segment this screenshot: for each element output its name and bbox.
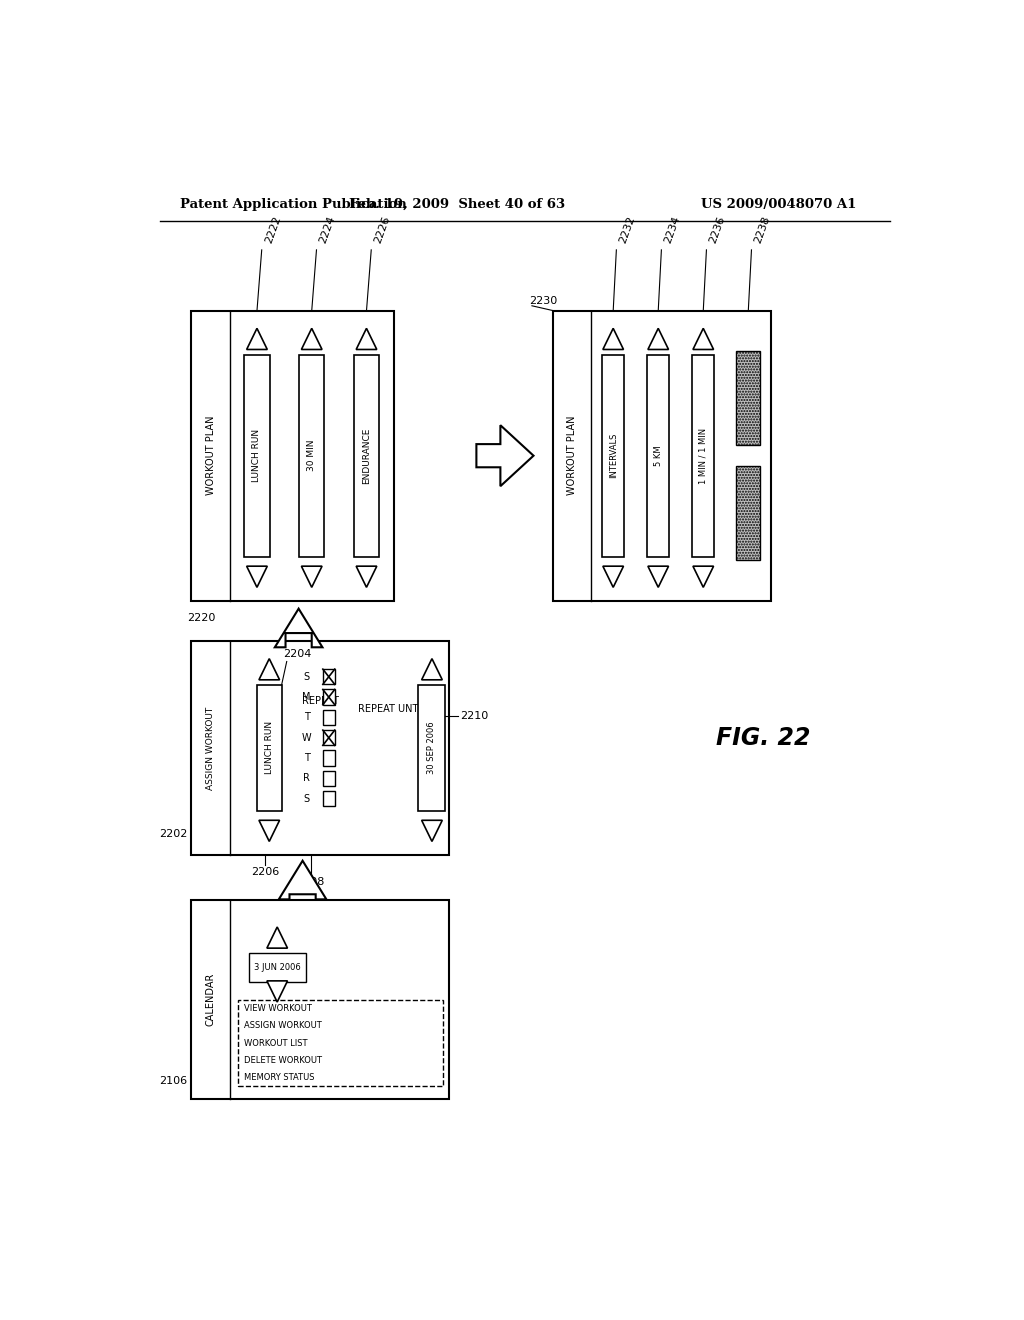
Polygon shape: [693, 329, 714, 350]
Text: ASSIGN WORKOUT: ASSIGN WORKOUT: [206, 706, 215, 789]
Text: 2208: 2208: [296, 876, 325, 887]
Text: WORKOUT PLAN: WORKOUT PLAN: [206, 416, 215, 495]
Text: WORKOUT LIST: WORKOUT LIST: [244, 1039, 307, 1048]
Text: 30 SEP 2006: 30 SEP 2006: [427, 722, 436, 775]
Bar: [419, 685, 445, 810]
Text: 2226: 2226: [373, 215, 392, 244]
Bar: [553, 312, 771, 601]
Bar: [602, 355, 625, 557]
Bar: [245, 355, 269, 557]
Text: Patent Application Publication: Patent Application Publication: [179, 198, 407, 211]
Text: S: S: [303, 793, 309, 804]
Polygon shape: [648, 329, 669, 350]
Bar: [736, 466, 760, 560]
Text: M: M: [302, 692, 311, 702]
Text: S: S: [303, 672, 309, 681]
Polygon shape: [301, 566, 322, 587]
Polygon shape: [247, 329, 267, 350]
Bar: [323, 771, 335, 785]
Polygon shape: [422, 820, 442, 841]
Text: 30 MIN: 30 MIN: [307, 440, 316, 471]
Bar: [323, 689, 335, 705]
Polygon shape: [301, 329, 322, 350]
Text: 2220: 2220: [187, 612, 216, 623]
Text: W: W: [302, 733, 311, 743]
Polygon shape: [259, 659, 280, 680]
Text: DELETE WORKOUT: DELETE WORKOUT: [244, 1056, 322, 1065]
Polygon shape: [356, 566, 377, 587]
Text: 2236: 2236: [708, 215, 727, 244]
Bar: [249, 953, 306, 982]
Text: ASSIGN WORKOUT: ASSIGN WORKOUT: [244, 1022, 322, 1031]
Polygon shape: [279, 861, 327, 899]
Text: CALENDAR: CALENDAR: [206, 973, 215, 1026]
Text: WORKOUT PLAN: WORKOUT PLAN: [566, 416, 577, 495]
Polygon shape: [648, 566, 669, 587]
Text: 1 MIN / 1 MIN: 1 MIN / 1 MIN: [698, 428, 708, 483]
Text: REPEAT UNTIL: REPEAT UNTIL: [358, 705, 427, 714]
Text: 5 KM: 5 KM: [653, 445, 663, 466]
Text: 3 JUN 2006: 3 JUN 2006: [254, 964, 301, 972]
Text: FIG. 22: FIG. 22: [716, 726, 810, 750]
Bar: [257, 685, 282, 810]
Bar: [299, 355, 325, 557]
Bar: [692, 355, 715, 557]
Polygon shape: [476, 425, 534, 486]
Bar: [736, 351, 760, 445]
Text: ENDURANCE: ENDURANCE: [361, 428, 371, 484]
Polygon shape: [274, 609, 323, 647]
Polygon shape: [267, 927, 288, 948]
Text: 2224: 2224: [318, 215, 337, 244]
Polygon shape: [267, 981, 288, 1002]
Polygon shape: [356, 329, 377, 350]
Text: 2202: 2202: [159, 829, 187, 840]
Polygon shape: [422, 659, 442, 680]
Text: 2204: 2204: [283, 649, 311, 660]
Bar: [191, 312, 394, 601]
Text: 2206: 2206: [251, 867, 280, 876]
Text: 2106: 2106: [160, 1076, 187, 1086]
Polygon shape: [259, 820, 280, 841]
Polygon shape: [603, 566, 624, 587]
Bar: [323, 791, 335, 807]
Text: VIEW WORKOUT: VIEW WORKOUT: [244, 1005, 311, 1014]
Text: R: R: [303, 774, 310, 783]
Bar: [647, 355, 670, 557]
Bar: [191, 900, 450, 1098]
Bar: [191, 642, 450, 854]
Text: T: T: [304, 713, 309, 722]
Text: Feb. 19, 2009  Sheet 40 of 63: Feb. 19, 2009 Sheet 40 of 63: [349, 198, 565, 211]
Text: LUNCH RUN: LUNCH RUN: [253, 429, 261, 482]
Text: 2222: 2222: [263, 215, 283, 244]
Text: T: T: [304, 754, 309, 763]
Bar: [323, 730, 335, 746]
Polygon shape: [603, 329, 624, 350]
Text: INTERVALS: INTERVALS: [608, 433, 617, 478]
Bar: [323, 751, 335, 766]
Polygon shape: [247, 566, 267, 587]
Text: US 2009/0048070 A1: US 2009/0048070 A1: [701, 198, 856, 211]
Text: MEMORY STATUS: MEMORY STATUS: [244, 1073, 314, 1082]
Text: LUNCH RUN: LUNCH RUN: [265, 721, 273, 775]
Text: 2234: 2234: [663, 215, 682, 244]
Text: 2210: 2210: [460, 711, 488, 721]
Text: REPEAT: REPEAT: [302, 696, 339, 706]
Bar: [238, 1001, 443, 1086]
Text: 2230: 2230: [528, 296, 557, 306]
Polygon shape: [693, 566, 714, 587]
Bar: [323, 710, 335, 725]
Bar: [353, 355, 379, 557]
Bar: [323, 669, 335, 684]
Text: 2238: 2238: [753, 215, 772, 244]
Text: 2232: 2232: [617, 215, 637, 244]
